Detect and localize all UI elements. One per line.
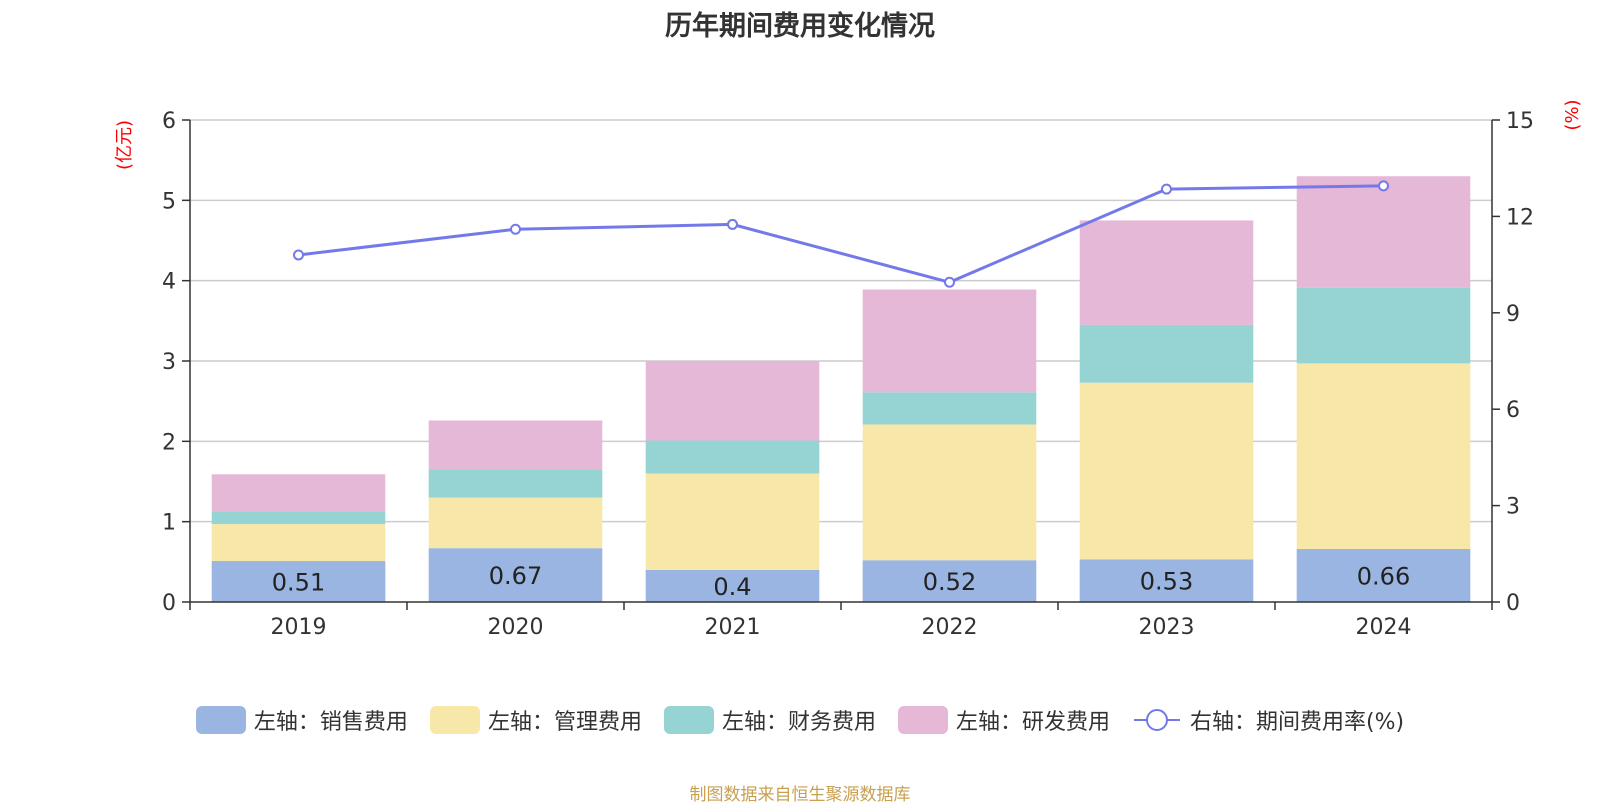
source-note: 制图数据来自恒生聚源数据库 — [689, 785, 911, 805]
right-tick-label: 0 — [1506, 591, 1520, 616]
chart-title: 历年期间费用变化情况 — [665, 11, 935, 42]
legend-swatch — [429, 706, 480, 734]
left-tick-label: 2 — [162, 430, 176, 455]
legend-label: 左轴：财务费用 — [721, 710, 876, 735]
bar-segment — [211, 561, 386, 602]
bar-segment — [1079, 559, 1254, 602]
bar-segment — [862, 392, 1037, 425]
bar-segment — [645, 440, 820, 474]
legend-label: 右轴：期间费用率(%) — [1189, 710, 1405, 735]
rate-point — [727, 218, 738, 230]
bar-layer — [211, 176, 1471, 602]
legend-swatch — [897, 706, 948, 734]
bar-segment — [1296, 363, 1471, 549]
right-tick-label: 3 — [1506, 495, 1520, 520]
rate-point — [944, 276, 955, 288]
left-axis-title: (亿元) — [114, 120, 135, 170]
data-label-layer: 0.51 0.67 0.4 0.52 0.53 0.66 — [272, 562, 1410, 601]
bar-segment — [862, 560, 1037, 602]
bar-segment — [428, 548, 603, 602]
rate-point — [1161, 183, 1172, 195]
left-tick-label: 5 — [162, 189, 176, 214]
bar-segment — [1296, 176, 1471, 288]
bar-segment — [211, 474, 386, 512]
legend-item[interactable]: 右轴：期间费用率(%) — [1132, 704, 1404, 736]
right-tick-label: 6 — [1506, 398, 1520, 423]
legend-swatch — [195, 706, 246, 734]
bar-segment — [645, 361, 820, 441]
bar-segment — [862, 424, 1037, 561]
x-tick-label: 2019 — [271, 615, 327, 640]
legend-label: 左轴：研发费用 — [955, 710, 1110, 735]
bar-segment — [211, 524, 386, 562]
x-tick-label: 2024 — [1356, 615, 1412, 640]
bar-data-label: 0.4 — [713, 573, 751, 601]
legend-line-swatch-icon — [1133, 709, 1180, 731]
left-tick-label: 3 — [162, 350, 176, 375]
bar-data-label: 0.52 — [923, 568, 976, 596]
rate-point — [293, 249, 304, 261]
legend-item[interactable]: 左轴：管理费用 — [429, 704, 642, 736]
left-tick-label: 6 — [162, 109, 176, 134]
bar-segment — [645, 569, 820, 602]
right-axis-title: (%) — [1562, 99, 1583, 130]
bar-segment — [1079, 382, 1254, 560]
legend-label: 左轴：管理费用 — [487, 710, 642, 735]
right-tick-label: 15 — [1506, 109, 1534, 134]
bar-segment — [428, 497, 603, 549]
x-tick-label: 2022 — [922, 615, 978, 640]
legend-item[interactable]: 左轴：研发费用 — [897, 704, 1110, 736]
bar-segment — [1296, 287, 1471, 364]
legend-item[interactable]: 左轴：销售费用 — [195, 704, 408, 736]
bar-segment — [1079, 220, 1254, 325]
bar-segment — [1296, 548, 1471, 602]
right-tick-label: 9 — [1506, 302, 1520, 327]
legend-label: 左轴：销售费用 — [253, 710, 408, 735]
bar-segment — [428, 469, 603, 498]
bar-segment — [211, 511, 386, 525]
right-tick-label: 12 — [1506, 205, 1534, 230]
legend-item[interactable]: 左轴：财务费用 — [663, 704, 876, 736]
legend: 左轴：销售费用 左轴：管理费用 左轴：财务费用 左轴：研发费用 右轴：期间费用率(%) — [0, 704, 1600, 736]
x-tick-label: 2023 — [1139, 615, 1195, 640]
left-tick-label: 4 — [162, 270, 176, 295]
bar-segment — [1079, 324, 1254, 383]
bar-data-label: 0.66 — [1357, 562, 1410, 590]
bar-segment — [645, 473, 820, 570]
legend-swatch — [663, 706, 714, 734]
rate-line — [298, 184, 1384, 284]
x-tick-label: 2020 — [488, 615, 544, 640]
bar-data-label: 0.51 — [272, 569, 325, 597]
bar-segment — [862, 289, 1037, 393]
bar-segment — [428, 420, 603, 470]
x-tick-label: 2021 — [705, 615, 761, 640]
rate-point — [510, 223, 521, 235]
grid-lines — [190, 119, 1492, 523]
left-tick-label: 0 — [162, 591, 176, 616]
left-tick-label: 1 — [162, 511, 176, 536]
rate-point — [1378, 180, 1389, 192]
bar-data-label: 0.53 — [1140, 568, 1193, 596]
line-layer — [293, 180, 1389, 288]
bar-data-label: 0.67 — [489, 562, 542, 590]
